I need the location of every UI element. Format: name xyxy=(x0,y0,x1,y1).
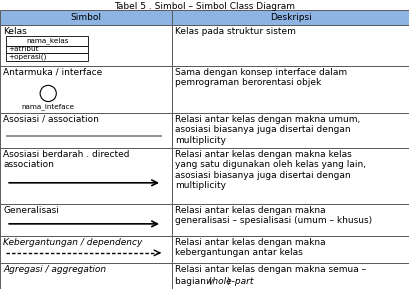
Text: Antarmuka / interface: Antarmuka / interface xyxy=(3,68,102,77)
Bar xyxy=(0,148,172,204)
Text: nama_inteface: nama_inteface xyxy=(22,103,74,110)
Text: Sama dengan konsep interface dalam
pemrograman berorentasi objek: Sama dengan konsep interface dalam pemro… xyxy=(175,68,347,87)
Text: Agregasi / aggregation: Agregasi / aggregation xyxy=(3,265,106,274)
Bar xyxy=(0,204,172,236)
Text: Kebergantungan / dependency: Kebergantungan / dependency xyxy=(3,238,142,247)
Text: bagian (: bagian ( xyxy=(175,277,212,286)
Text: Relasi antar kelas dengan makna semua –: Relasi antar kelas dengan makna semua – xyxy=(175,265,366,274)
Bar xyxy=(0,66,172,113)
Text: Asosiasi berdarah . directed
association: Asosiasi berdarah . directed association xyxy=(3,150,130,169)
Bar xyxy=(172,66,409,113)
Bar xyxy=(172,25,409,66)
Text: nama_kelas: nama_kelas xyxy=(26,38,68,44)
Bar xyxy=(172,263,409,289)
Ellipse shape xyxy=(40,85,56,101)
Bar xyxy=(172,113,409,148)
Bar xyxy=(6,36,88,45)
Bar xyxy=(172,204,409,236)
Text: Simbol: Simbol xyxy=(70,13,101,22)
Bar xyxy=(0,10,172,25)
Text: Tabel 5 . Simbol – Simbol Class Diagram: Tabel 5 . Simbol – Simbol Class Diagram xyxy=(114,2,295,11)
Text: +atribut: +atribut xyxy=(8,46,38,52)
Text: whole-part: whole-part xyxy=(204,277,253,286)
Text: Asosiasi / association: Asosiasi / association xyxy=(3,115,99,124)
Text: Kelas: Kelas xyxy=(3,27,27,36)
Bar xyxy=(172,236,409,263)
Bar xyxy=(172,148,409,204)
Bar xyxy=(6,45,88,53)
Text: ): ) xyxy=(226,277,230,286)
Text: Generalisasi: Generalisasi xyxy=(3,206,59,215)
Text: Deskripsi: Deskripsi xyxy=(270,13,311,22)
Text: Relasi antar kelas dengan makna kelas
yang satu digunakan oleh kelas yang lain,
: Relasi antar kelas dengan makna kelas ya… xyxy=(175,150,366,190)
Text: Relasi antar kelas dengan makna umum,
asosiasi biasanya juga disertai dengan
mul: Relasi antar kelas dengan makna umum, as… xyxy=(175,115,360,145)
Text: +operasi(): +operasi() xyxy=(8,53,47,60)
Bar xyxy=(0,25,172,66)
Text: Relasi antar kelas dengan makna
generalisasi – spesialisasi (umum – khusus): Relasi antar kelas dengan makna generali… xyxy=(175,206,372,225)
Bar xyxy=(6,53,88,60)
Bar xyxy=(0,263,172,289)
Bar xyxy=(172,10,409,25)
Bar xyxy=(0,236,172,263)
Text: Kelas pada struktur sistem: Kelas pada struktur sistem xyxy=(175,27,296,36)
Bar xyxy=(0,113,172,148)
Text: Relasi antar kelas dengan makna
kebergantungan antar kelas: Relasi antar kelas dengan makna kebergan… xyxy=(175,238,325,257)
